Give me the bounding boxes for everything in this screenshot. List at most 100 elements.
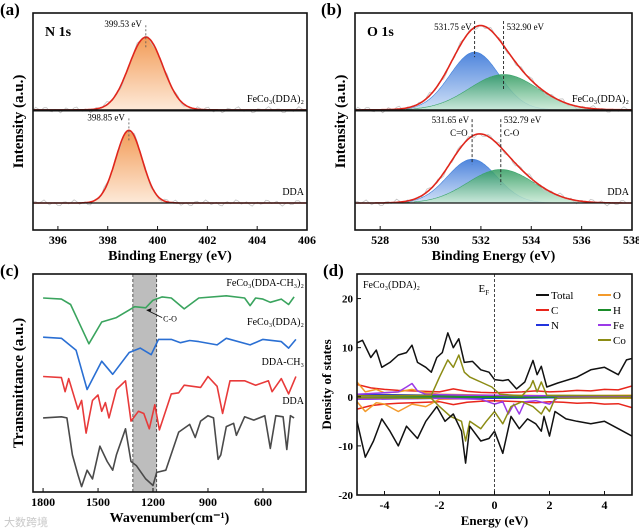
legend-item-N: N	[536, 320, 559, 332]
y-tick-label: 20	[342, 294, 354, 306]
legend-item-C: C	[536, 305, 558, 317]
x-tick-label: 528	[371, 233, 389, 247]
y-tick-label: -10	[338, 441, 353, 453]
peak-annotation: 532.90 eV	[507, 22, 545, 32]
core-level-title: O 1s	[367, 25, 394, 40]
y-tick-label: -20	[338, 490, 353, 502]
peak-component	[33, 130, 307, 203]
x-axis-title: Energy (eV)	[461, 513, 529, 528]
peak-component	[355, 169, 632, 204]
x-tick-label: 400	[149, 233, 167, 247]
x-tick-label: 900	[199, 495, 217, 509]
raw-data-line	[33, 131, 305, 207]
x-tick-label: 534	[522, 233, 540, 247]
x-tick-label: 396	[49, 233, 67, 247]
peak-annotation: 398.85 eV	[87, 112, 125, 122]
panel-label: (b)	[321, 0, 342, 19]
x-tick-label: -4	[380, 498, 390, 512]
highlight-band	[132, 274, 157, 492]
x-tick-label: 1800	[31, 495, 55, 509]
legend-label: Total	[551, 290, 573, 302]
x-tick-label: 402	[198, 233, 216, 247]
x-tick-label: 530	[422, 233, 440, 247]
legend-item-Fe: Fe	[598, 320, 624, 332]
arrow-head-icon	[146, 307, 152, 312]
peak-annotation: 532.79 eV	[504, 115, 542, 125]
x-axis-title: Binding Energy (eV)	[108, 249, 232, 264]
x-tick-label: 404	[248, 233, 266, 247]
fit-envelope	[355, 133, 632, 204]
legend-label: Co	[613, 335, 626, 347]
x-tick-label: 538	[623, 233, 639, 247]
spectrum-label: DDA	[607, 187, 629, 198]
fermi-label: EF	[479, 283, 490, 297]
panel-label: (d)	[323, 261, 344, 280]
plot-area	[33, 35, 307, 207]
series-DDA	[355, 133, 632, 207]
plot-area	[357, 332, 632, 464]
y-axis-title: Intensity (a.u.)	[11, 75, 27, 169]
spectrum-label: FeCo₃(DDA-CH₃)₂	[226, 278, 304, 289]
spectrum-label: FeCo₃(DDA)₂	[247, 317, 304, 328]
axes-frame	[354, 12, 633, 231]
series-FeCo3(DDA)2	[33, 35, 307, 114]
x-axis-title: Binding Energy (eV)	[432, 249, 556, 264]
peak-annotation: 399.53 eV	[104, 19, 142, 29]
x-tick-label: 398	[99, 233, 117, 247]
legend-label: C	[551, 305, 558, 317]
dos-line-Fe-up	[357, 382, 632, 398]
dos-line-Co-up	[357, 354, 632, 397]
x-tick-label: 1500	[86, 495, 110, 509]
plot-area	[355, 24, 632, 207]
spectrum-label: FeCo₃(DDA)₂	[572, 94, 629, 105]
ftir-line-FeCo3(DDA)2	[43, 336, 297, 391]
x-tick-label: 4	[602, 498, 608, 512]
fit-envelope	[33, 129, 307, 204]
bond-label: C-O	[504, 128, 520, 138]
spectrum-label: DDA-CH₃	[262, 357, 304, 368]
fermi-subscript: F	[485, 289, 489, 297]
bond-annotation: C-O	[163, 315, 177, 324]
panel-label: (a)	[0, 0, 20, 19]
peak-annotation: 531.65 eV	[432, 115, 470, 125]
y-tick-label: 0	[348, 392, 354, 404]
legend-item-H: H	[598, 305, 621, 317]
peak-annotation: 531.75 eV	[434, 22, 472, 32]
legend-label: Fe	[613, 320, 624, 332]
y-axis-title: Density of states	[319, 339, 334, 429]
spectrum-label: FeCo₃(DDA)₂	[247, 94, 304, 105]
plot-area	[43, 274, 297, 492]
spectrum-label: DDA	[282, 187, 304, 198]
ftir-line-DDA-CH3	[43, 375, 297, 434]
y-axis-title: Transmittance (a.u.)	[11, 318, 27, 448]
bond-label: C=O	[450, 128, 468, 138]
peak-component	[33, 37, 307, 110]
legend-item-Co: Co	[598, 335, 626, 347]
x-tick-label: 2	[547, 498, 553, 512]
x-tick-label: 532	[472, 233, 490, 247]
legend-label: H	[613, 305, 621, 317]
panel-b: (b) FeCo₃(DDA)₂ 531.75 eV 532.90 eV DDA 531.6…	[321, 0, 639, 264]
y-axis-title: Intensity (a.u.)	[333, 75, 349, 169]
x-tick-label: 536	[573, 233, 591, 247]
axes-frame	[32, 12, 308, 231]
spectrum-label: DDA	[282, 396, 304, 407]
dos-line-Fe-down	[357, 396, 632, 415]
dos-line-Total-down	[357, 405, 632, 464]
x-tick-label: 406	[298, 233, 316, 247]
axes-frame	[32, 273, 307, 493]
x-tick-label: 0	[492, 498, 498, 512]
x-tick-label: -2	[435, 498, 445, 512]
legend-item-O: O	[598, 290, 621, 302]
y-tick-label: 10	[342, 343, 354, 355]
fit-envelope	[355, 24, 632, 111]
x-tick-label: 1200	[141, 495, 165, 509]
legend-item-Total: Total	[536, 290, 573, 302]
x-axis-title: Wavenumber(cm⁻¹)	[110, 511, 230, 526]
dos-line-Total-up	[357, 332, 632, 390]
legend-label: O	[613, 290, 621, 302]
watermark: 大数跨境	[4, 515, 48, 529]
panel-label: (c)	[0, 261, 19, 280]
